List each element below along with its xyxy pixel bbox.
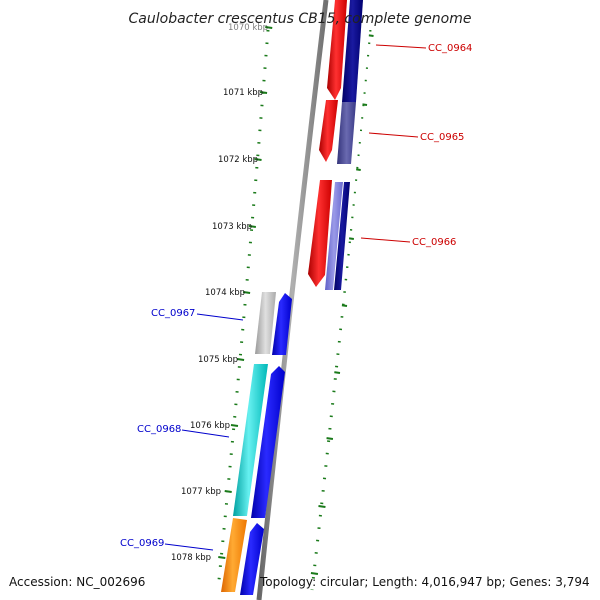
leader-cc0965 (368, 132, 419, 138)
accession-text: Accession: NC_002696 (9, 575, 145, 589)
inner-tick-marks (218, 26, 273, 559)
forward-genes (308, 0, 363, 290)
gene-cc0968-blue[interactable] (251, 366, 285, 518)
gene-cc0966-lavender[interactable] (325, 182, 343, 290)
inner-major-tick (254, 158, 262, 161)
gene-cc0966-navy[interactable] (334, 182, 350, 290)
inner-major-tick (259, 91, 268, 94)
leader-cc0968 (181, 429, 230, 438)
inner-major-tick (230, 424, 239, 427)
inner-major-tick (242, 291, 251, 294)
tick-label: 1077 kbp (181, 487, 221, 497)
leader-cc0966 (360, 237, 411, 243)
tick-label: 1074 kbp (205, 288, 245, 298)
gene-label-cc0964[interactable]: CC_0964 (428, 43, 472, 54)
outer-major-tick (310, 572, 319, 575)
gene-cc0965-slate[interactable] (337, 102, 356, 164)
gene-leaders (164, 44, 427, 551)
outer-major-tick (318, 505, 326, 508)
gene-label-cc0966[interactable]: CC_0966 (412, 237, 456, 248)
tick-label: 1075 kbp (198, 355, 238, 365)
inner-major-tick (248, 225, 257, 228)
gene-label-cc0965[interactable]: CC_0965 (420, 132, 464, 143)
gene-label-cc0968[interactable]: CC_0968 (137, 424, 181, 435)
gene-cc0969-blue[interactable] (240, 523, 264, 595)
gene-label-cc0969[interactable]: CC_0969 (120, 538, 164, 549)
inner-major-tick (218, 556, 226, 559)
tick-label: 1076 kbp (190, 421, 230, 431)
genome-summary-text: Topology: circular; Length: 4,016,947 bp… (259, 575, 590, 589)
inner-major-tick (236, 358, 245, 361)
reverse-genes (221, 292, 292, 595)
tick-label: 1072 kbp (218, 155, 258, 165)
outer-major-tick (325, 437, 334, 440)
gene-cc0966-red[interactable] (308, 180, 332, 287)
tick-label: 1073 kbp (212, 222, 252, 232)
map-title: Caulobacter crescentus CB15, complete ge… (129, 11, 472, 27)
gene-cc0964-navy[interactable] (342, 0, 363, 102)
gene-cc0967-blue[interactable] (272, 293, 292, 355)
gene-cc0968-cyan[interactable] (233, 364, 268, 516)
leader-cc0969 (164, 543, 214, 551)
tick-label: 1070 kbp (228, 23, 268, 33)
tick-label: 1078 kbp (171, 553, 211, 563)
inner-major-tick (224, 490, 232, 493)
gene-labels: CC_0964 CC_0965 CC_0966 CC_0967 CC_0968 … (120, 43, 472, 549)
position-labels: 1070 kbp 1071 kbp 1072 kbp 1073 kbp 1074… (171, 23, 268, 563)
gene-cc0965-red[interactable] (319, 100, 338, 162)
inner-major-tick (265, 26, 273, 29)
gene-cc0964-red[interactable] (327, 0, 347, 100)
gene-cc0969-orange[interactable] (221, 518, 247, 592)
gene-label-cc0967[interactable]: CC_0967 (151, 308, 195, 319)
leader-cc0967 (196, 313, 244, 321)
gene-cc0967-grey[interactable] (255, 292, 276, 354)
tick-label: 1071 kbp (223, 88, 263, 98)
leader-cc0964 (375, 44, 427, 49)
